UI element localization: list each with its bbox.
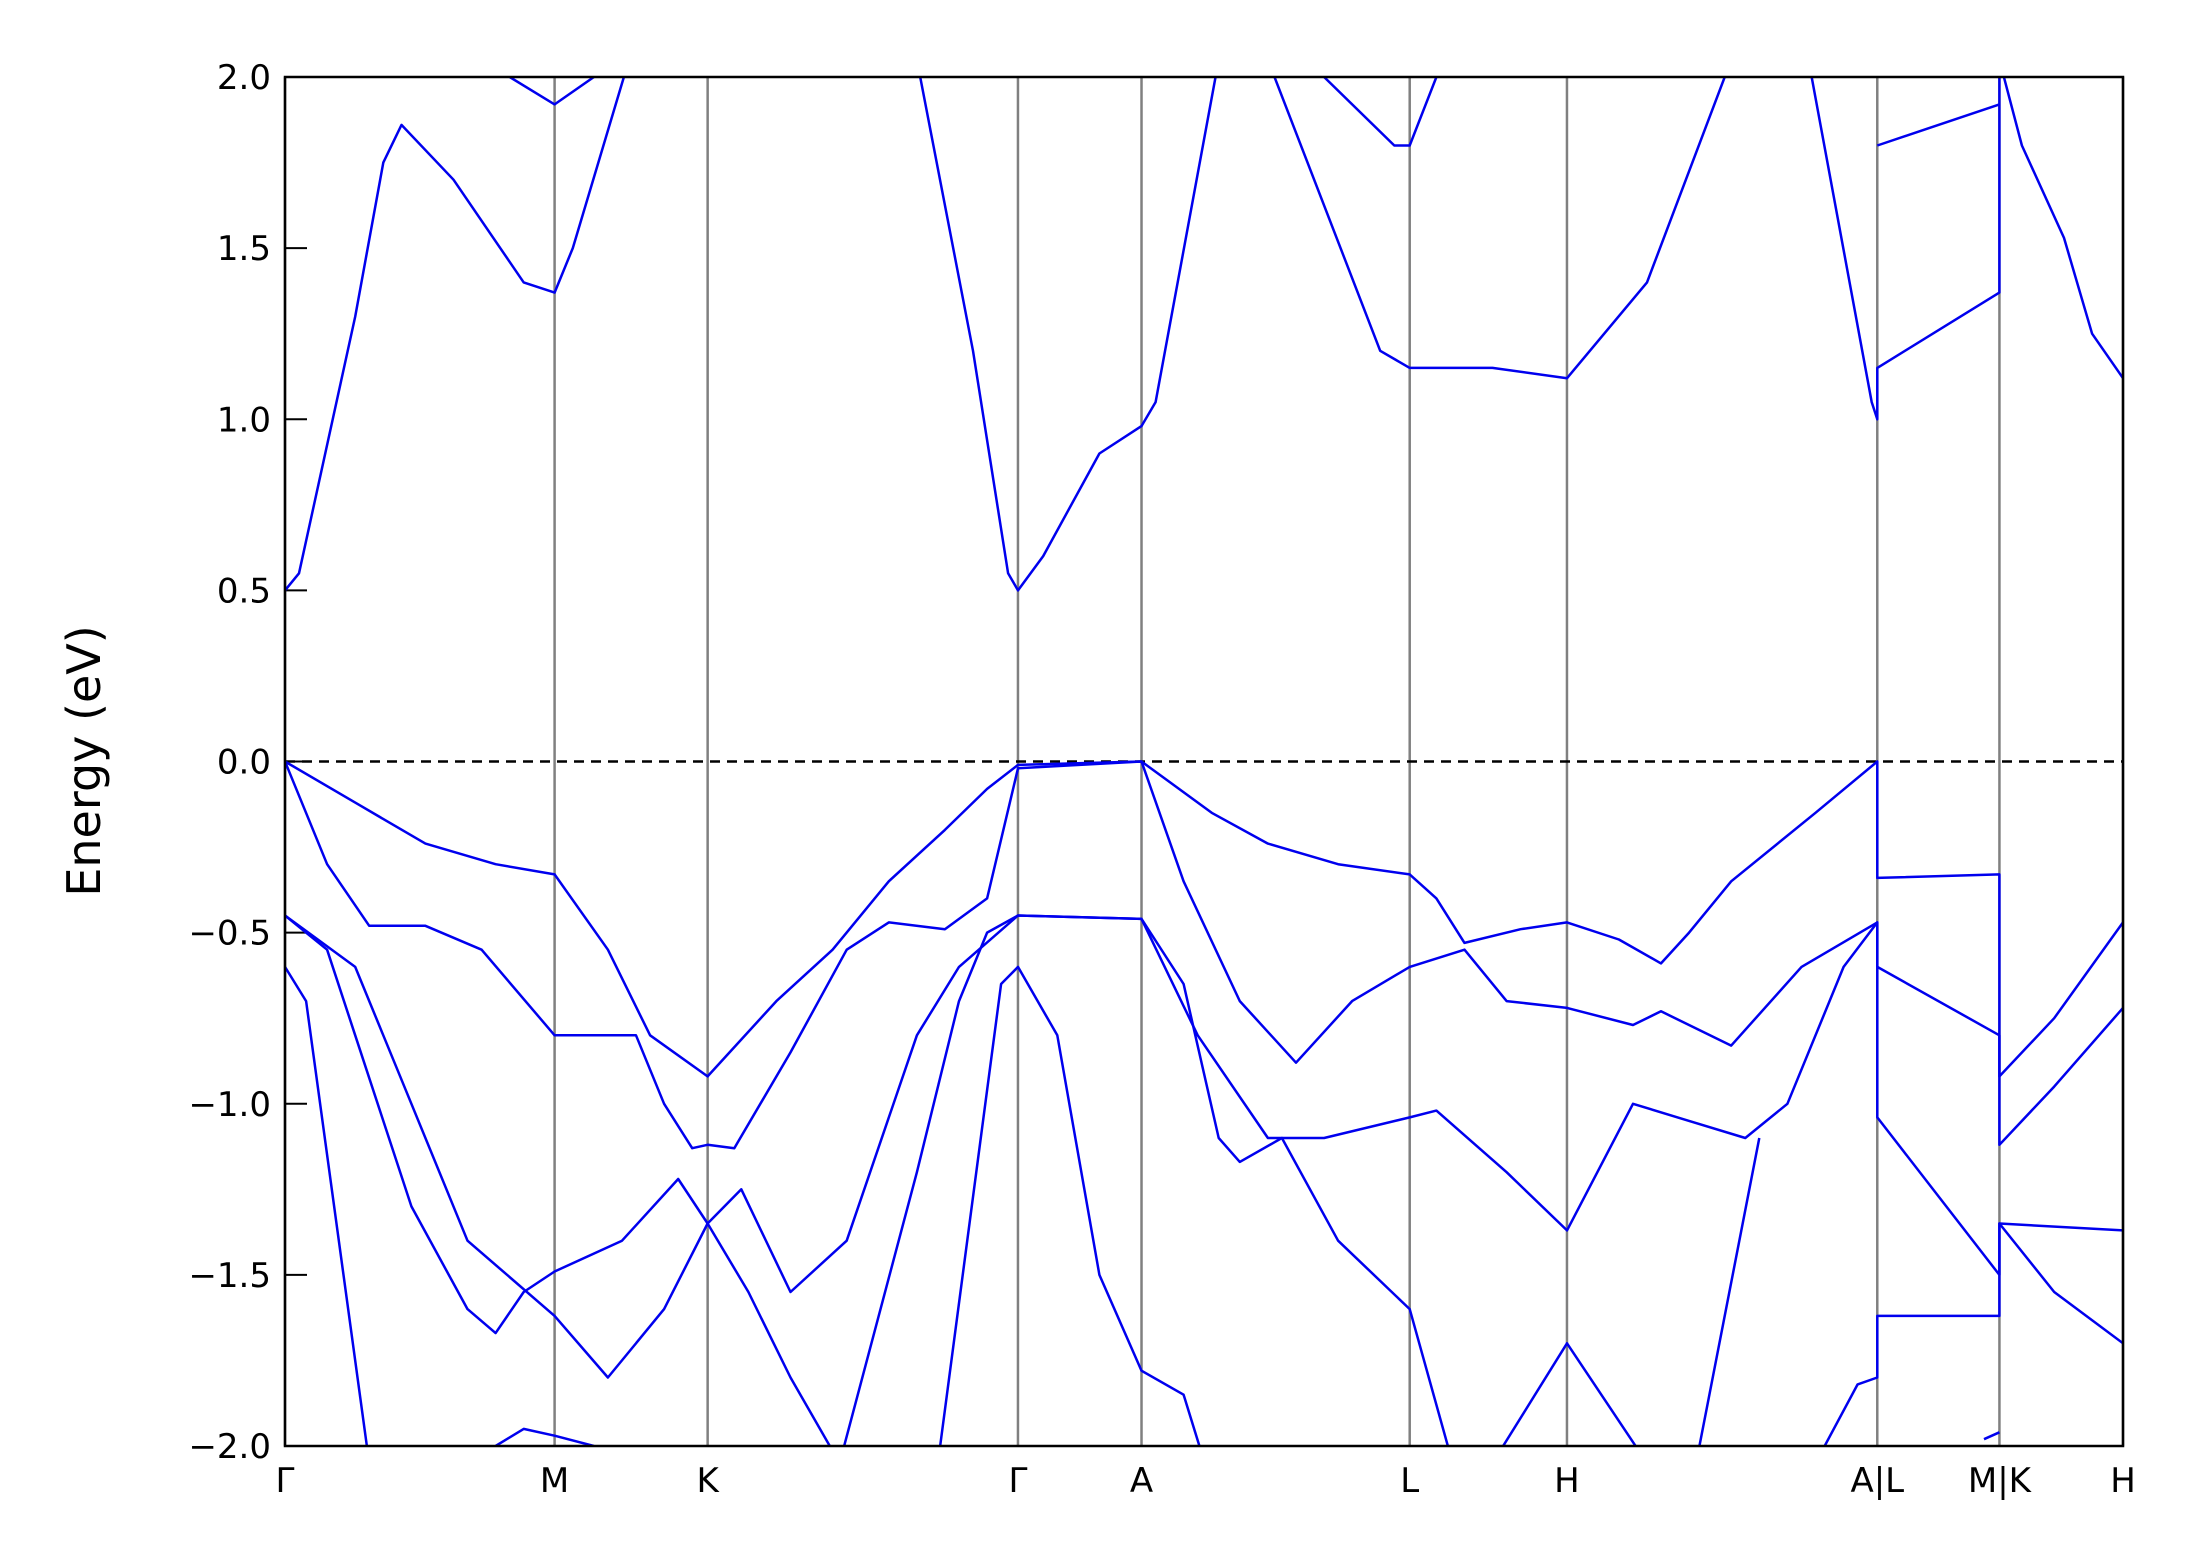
y-tick-label: −1.5	[188, 1256, 271, 1296]
y-tick-label: 0.5	[217, 571, 271, 611]
y-tick-label: −0.5	[188, 914, 271, 954]
plot-frame	[283, 75, 2125, 1448]
bands	[285, 77, 2123, 1446]
x-tick-label: H	[2110, 1461, 2136, 1501]
y-tick-label: 0.0	[217, 743, 271, 783]
y-tick-label: 2.0	[217, 58, 271, 98]
band-line	[842, 914, 2123, 1446]
y-axis-label: Energy (eV)	[57, 625, 111, 896]
x-tick-label: H	[1554, 1461, 1580, 1501]
y-tick-label: −1.0	[188, 1085, 271, 1125]
band-line	[285, 760, 2123, 1150]
y-tick-label: −2.0	[188, 1427, 271, 1467]
band-line	[285, 760, 2123, 1078]
x-tick-label: A	[1130, 1461, 1153, 1501]
band-line	[285, 914, 832, 1446]
x-tick-label: A|L	[1850, 1461, 1904, 1501]
band-line	[285, 914, 1450, 1446]
y-tick-label: 1.5	[217, 229, 271, 269]
x-tick-label: Γ	[276, 1461, 295, 1501]
band-line	[494, 1427, 2000, 1446]
y-tick-label: 1.0	[217, 400, 271, 440]
band-line	[285, 77, 2123, 592]
x-tick-label: L	[1400, 1461, 1419, 1501]
x-tick-label: Γ	[1008, 1461, 1027, 1501]
band-line	[509, 77, 2000, 147]
x-tick-label: M	[540, 1461, 569, 1501]
band-line	[285, 965, 2123, 1446]
x-tick-label: M|K	[1968, 1461, 2033, 1501]
x-tick-label: K	[696, 1461, 720, 1501]
